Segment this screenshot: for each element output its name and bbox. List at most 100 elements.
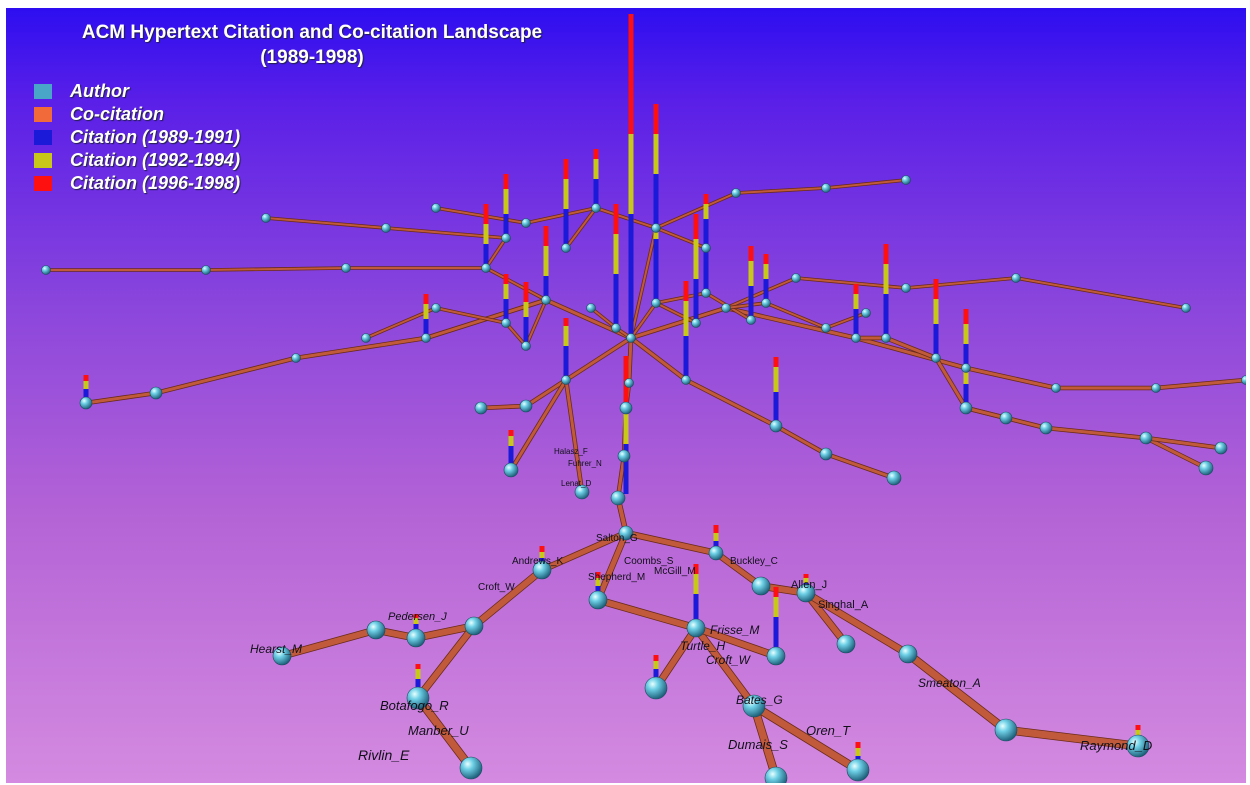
legend-swatch-co-citation bbox=[34, 107, 52, 122]
co-citation-link bbox=[435, 207, 527, 224]
legend-item-citation-1992-1994: Citation (1992-1994) bbox=[34, 149, 240, 172]
author-node bbox=[761, 298, 771, 308]
author-node bbox=[686, 618, 706, 638]
author-label: Singhal_A bbox=[818, 599, 869, 611]
author-node bbox=[701, 288, 711, 298]
co-citation-link bbox=[803, 590, 911, 657]
author-node bbox=[861, 308, 871, 318]
author-label: Halasz_F bbox=[554, 447, 588, 456]
co-citation-link bbox=[471, 567, 545, 629]
author-label: Lenat_D bbox=[561, 479, 591, 488]
co-citation-link bbox=[627, 336, 633, 385]
legend-label-citation-1989-1991: Citation (1989-1991) bbox=[70, 127, 241, 147]
author-label: Bates_G bbox=[736, 693, 783, 707]
co-citation-link bbox=[1154, 378, 1246, 390]
author-node bbox=[1126, 734, 1150, 758]
co-citation-link bbox=[294, 336, 428, 360]
author-node bbox=[731, 188, 741, 198]
author-node bbox=[626, 333, 636, 343]
author-label: Botafogo_R bbox=[380, 698, 449, 713]
legend-label-author: Author bbox=[70, 81, 129, 101]
co-citation-link bbox=[435, 307, 507, 324]
landscape-graph: Salton_G Andrews_K Croft_W Coombs_S Shepherd… bbox=[41, 14, 1246, 783]
legend-label-co-citation: Co-citation bbox=[70, 104, 164, 124]
author-node bbox=[1241, 375, 1246, 385]
co-citation-link bbox=[525, 299, 547, 347]
author-node bbox=[431, 203, 441, 213]
author-node bbox=[1011, 273, 1021, 283]
co-citation-link bbox=[724, 306, 858, 340]
author-node bbox=[1214, 441, 1228, 455]
author-label: Manber_U bbox=[408, 723, 469, 738]
co-citation-link bbox=[564, 336, 633, 382]
co-citation-link bbox=[934, 356, 968, 410]
author-label: Raymond_D bbox=[1080, 738, 1152, 753]
co-citation-link bbox=[590, 307, 617, 329]
author-node bbox=[617, 449, 631, 463]
co-citation-link bbox=[964, 406, 1008, 420]
author-label: Dumais_S bbox=[728, 737, 788, 752]
author-node bbox=[701, 243, 711, 253]
author-label: Andrews_K bbox=[512, 556, 563, 567]
co-citation-link bbox=[539, 530, 629, 573]
author-node bbox=[746, 315, 756, 325]
title-line-2: (1989-1998) bbox=[260, 47, 364, 68]
co-citation-link bbox=[1002, 726, 1142, 750]
author-node bbox=[821, 323, 831, 333]
author-nodes bbox=[41, 175, 1246, 783]
co-citation-link bbox=[750, 702, 862, 774]
author-node bbox=[611, 323, 621, 333]
co-citation-link bbox=[774, 424, 828, 456]
author-node bbox=[381, 223, 391, 233]
author-node bbox=[619, 401, 633, 415]
co-citation-link bbox=[750, 702, 780, 782]
author-node bbox=[261, 213, 271, 223]
co-citation-link bbox=[693, 625, 779, 659]
author-node bbox=[961, 363, 971, 373]
co-citation-link bbox=[795, 277, 907, 289]
co-citation-link bbox=[824, 452, 896, 480]
co-citation-link bbox=[630, 227, 657, 339]
author-node bbox=[561, 375, 571, 385]
co-citation-link bbox=[1144, 436, 1223, 450]
co-citation-link bbox=[485, 267, 547, 301]
author-node bbox=[796, 583, 816, 603]
author-node bbox=[481, 263, 491, 273]
author-node bbox=[541, 295, 551, 305]
author-node bbox=[751, 576, 771, 596]
author-node bbox=[588, 590, 608, 610]
co-citation-link bbox=[825, 312, 867, 329]
co-citation-link bbox=[205, 267, 347, 271]
co-citation-link bbox=[595, 530, 629, 603]
co-citation-link bbox=[655, 192, 737, 229]
legend-swatch-citation-1996-1998 bbox=[34, 176, 52, 191]
author-node bbox=[708, 545, 724, 561]
author-node bbox=[610, 490, 626, 506]
author-node bbox=[561, 243, 571, 253]
author-node bbox=[341, 263, 351, 273]
author-label: Oren_T bbox=[806, 723, 851, 738]
author-node bbox=[574, 484, 590, 500]
co-citation-link bbox=[803, 590, 849, 647]
co-citation-link bbox=[509, 378, 568, 472]
author-node bbox=[586, 303, 596, 313]
co-citation-link bbox=[630, 302, 657, 339]
author-node bbox=[1039, 421, 1053, 435]
author-labels: Salton_G Andrews_K Croft_W Coombs_S Shepherd… bbox=[250, 447, 1152, 763]
author-node bbox=[474, 401, 488, 415]
author-node bbox=[272, 646, 292, 666]
author-label: Rivlin_E bbox=[358, 747, 410, 763]
author-label: Buckley_C bbox=[730, 556, 778, 567]
author-node bbox=[501, 233, 511, 243]
author-node bbox=[521, 218, 531, 228]
author-node bbox=[898, 644, 918, 664]
author-label: Croft_W bbox=[706, 653, 752, 667]
author-node bbox=[821, 183, 831, 193]
author-node bbox=[901, 175, 911, 185]
legend-item-citation-1989-1991: Citation (1989-1991) bbox=[34, 126, 240, 149]
co-citation-link bbox=[684, 378, 778, 428]
co-citation-link bbox=[1144, 436, 1208, 470]
legend: Author Co-citation Citation (1989-1991) … bbox=[34, 80, 240, 195]
author-label: McGill_M bbox=[654, 566, 696, 577]
author-node bbox=[999, 411, 1013, 425]
